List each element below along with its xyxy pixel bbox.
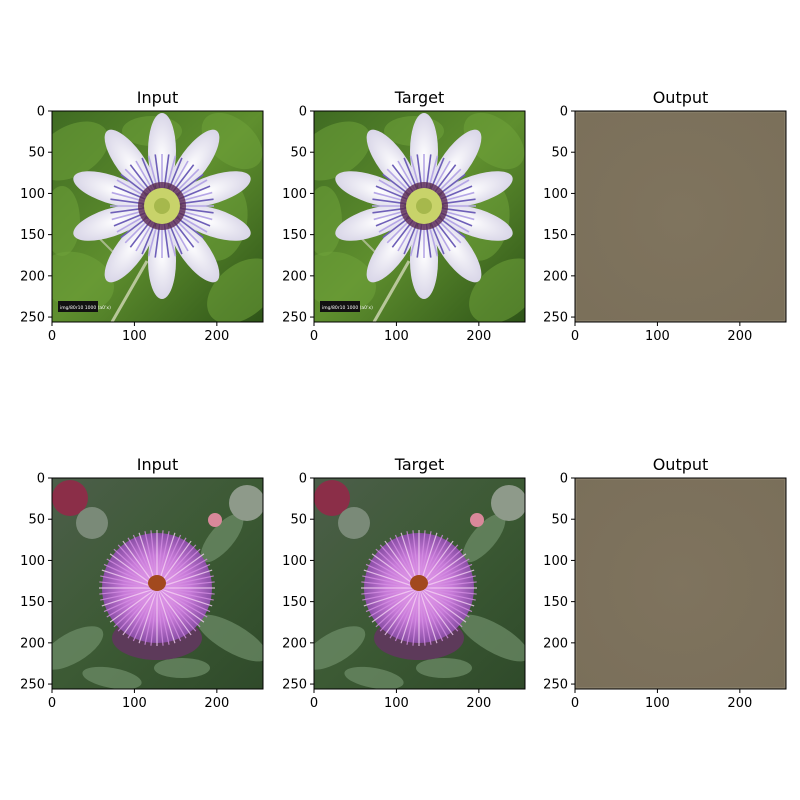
y-tick-label: 0 bbox=[37, 105, 45, 120]
image-flat-blur bbox=[575, 478, 786, 689]
y-tick-label: 100 bbox=[20, 554, 45, 569]
y-tick-label: 200 bbox=[282, 269, 307, 284]
subplot-title: Output bbox=[653, 455, 709, 474]
caption-box bbox=[320, 301, 360, 312]
image-passion-flower: img/80r10 1000 (a0’x) bbox=[52, 111, 263, 322]
y-tick-label: 150 bbox=[20, 228, 45, 243]
y-tick-label: 50 bbox=[290, 146, 307, 161]
axes-frame bbox=[574, 477, 787, 690]
y-tick-label: 250 bbox=[20, 678, 45, 693]
subplot-title: Target bbox=[394, 88, 445, 107]
y-tick-label: 0 bbox=[299, 105, 307, 120]
y-tick-label: 0 bbox=[560, 472, 568, 487]
y-tick-label: 150 bbox=[282, 595, 307, 610]
x-tick-label: 200 bbox=[204, 696, 229, 711]
caption-text: img/80r10 1000 (a0’x) bbox=[322, 305, 373, 311]
axes-frame bbox=[313, 477, 526, 690]
y-tick-label: 50 bbox=[551, 513, 568, 528]
y-tick-label: 150 bbox=[282, 228, 307, 243]
y-tick-label: 150 bbox=[543, 228, 568, 243]
y-tick-label: 200 bbox=[282, 636, 307, 651]
x-tick-label: 0 bbox=[310, 329, 318, 344]
x-tick-label: 200 bbox=[727, 329, 752, 344]
x-tick-label: 0 bbox=[571, 329, 579, 344]
y-tick-label: 0 bbox=[37, 472, 45, 487]
y-tick-label: 150 bbox=[20, 595, 45, 610]
caption-box bbox=[58, 301, 98, 312]
y-tick-label: 250 bbox=[282, 311, 307, 326]
image-artichoke-flower bbox=[314, 478, 525, 689]
x-tick-label: 100 bbox=[645, 329, 670, 344]
x-tick-label: 0 bbox=[48, 329, 56, 344]
y-tick-label: 200 bbox=[20, 636, 45, 651]
y-tick-label: 200 bbox=[20, 269, 45, 284]
x-tick-label: 200 bbox=[466, 329, 491, 344]
subplot-title: Target bbox=[394, 455, 445, 474]
x-tick-label: 200 bbox=[466, 696, 491, 711]
y-tick-label: 50 bbox=[28, 513, 45, 528]
x-tick-label: 200 bbox=[727, 696, 752, 711]
subplot-1-3: Output 0 100 200 0 50 100 150 200 250 bbox=[543, 88, 787, 344]
y-tick-label: 200 bbox=[543, 269, 568, 284]
x-tick-label: 100 bbox=[122, 329, 147, 344]
image-flat-blur bbox=[575, 111, 786, 322]
y-tick-label: 0 bbox=[560, 105, 568, 120]
y-tick-label: 250 bbox=[20, 311, 45, 326]
subplot-2-3: Output 0 100 200 0 50 100 150 200 250 bbox=[543, 455, 787, 711]
subplot-title: Output bbox=[653, 88, 709, 107]
axes-frame bbox=[574, 110, 787, 323]
axes-frame bbox=[313, 110, 526, 323]
x-tick-label: 200 bbox=[204, 329, 229, 344]
y-tick-label: 0 bbox=[299, 472, 307, 487]
subplot-1-2: Target img/80r10 1000 (a0’x) 0 100 200 0 50 100… bbox=[282, 88, 526, 344]
x-tick-label: 100 bbox=[645, 696, 670, 711]
y-tick-label: 100 bbox=[543, 187, 568, 202]
x-tick-label: 100 bbox=[384, 696, 409, 711]
y-tick-label: 50 bbox=[290, 513, 307, 528]
caption-text: img/80r10 1000 (a0’x) bbox=[60, 305, 111, 311]
y-tick-label: 100 bbox=[282, 554, 307, 569]
subplot-1-1: Input img/80r10 1000 (a0’x) 0 100 200 0 50 100 1… bbox=[20, 88, 264, 344]
axes-frame bbox=[51, 477, 264, 690]
image-passion-flower: img/80r10 1000 (a0’x) bbox=[314, 111, 525, 322]
x-tick-label: 0 bbox=[48, 696, 56, 711]
y-tick-label: 250 bbox=[282, 678, 307, 693]
subplot-title: Input bbox=[137, 88, 178, 107]
y-tick-label: 50 bbox=[28, 146, 45, 161]
image-artichoke-flower bbox=[52, 478, 263, 689]
x-tick-label: 100 bbox=[384, 329, 409, 344]
x-tick-label: 0 bbox=[571, 696, 579, 711]
y-tick-label: 200 bbox=[543, 636, 568, 651]
subplot-title: Input bbox=[137, 455, 178, 474]
y-tick-label: 100 bbox=[20, 187, 45, 202]
y-tick-label: 150 bbox=[543, 595, 568, 610]
x-tick-label: 0 bbox=[310, 696, 318, 711]
y-tick-label: 50 bbox=[551, 146, 568, 161]
y-tick-label: 250 bbox=[543, 678, 568, 693]
y-tick-label: 250 bbox=[543, 311, 568, 326]
y-tick-label: 100 bbox=[282, 187, 307, 202]
axes-frame bbox=[51, 110, 264, 323]
subplot-2-2: Target 0 100 200 0 50 100 150 200 250 bbox=[282, 455, 526, 711]
subplot-grid: Input img/80r10 1000 (a0’x) 0 100 200 0 50 100 1… bbox=[20, 88, 787, 711]
y-tick-label: 100 bbox=[543, 554, 568, 569]
x-tick-label: 100 bbox=[122, 696, 147, 711]
subplot-2-1: Input 0 100 200 0 50 100 150 200 250 bbox=[20, 455, 264, 711]
